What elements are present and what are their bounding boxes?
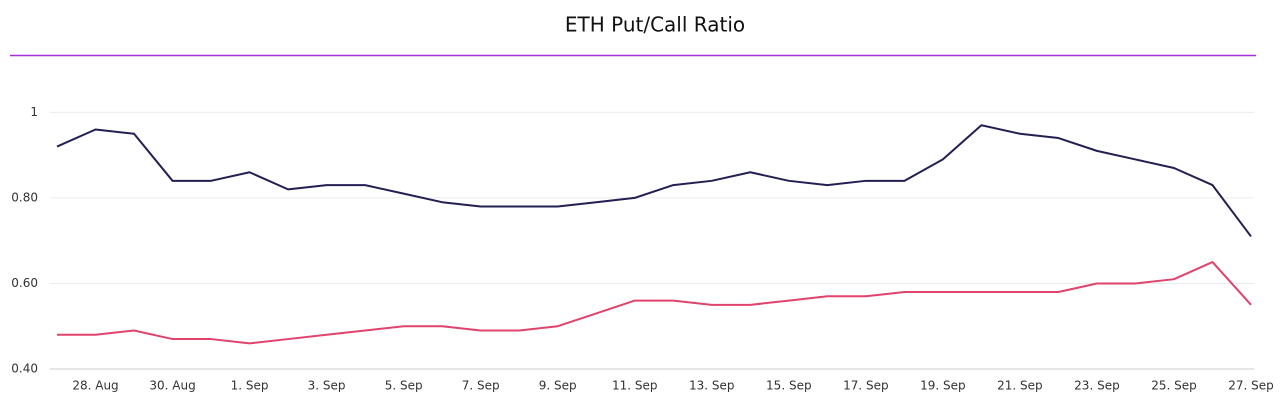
x-tick-label: 27. Sep [1228,379,1274,393]
chart-title: ETH Put/Call Ratio [565,13,745,37]
x-tick-label: 17. Sep [843,379,889,393]
x-tick-label: 19. Sep [920,379,966,393]
x-tick-label: 9. Sep [539,379,577,393]
x-tick-label: 3. Sep [308,379,346,393]
y-tick-label: 0.60 [11,276,38,290]
x-tick-label: 11. Sep [612,379,658,393]
x-tick-label: 28. Aug [72,379,118,393]
series-line [56,124,1252,238]
x-tick-label: 25. Sep [1151,379,1197,393]
x-tick-label: 7. Sep [462,379,500,393]
x-tick-label: 13. Sep [689,379,735,393]
y-tick-label: 0.80 [11,190,38,204]
x-tick-label: 1. Sep [231,379,269,393]
x-tick-label: 15. Sep [766,379,812,393]
x-tick-label: 30. Aug [149,379,195,393]
y-tick-label: 1 [30,105,38,119]
series-line [57,261,1252,345]
x-tick-label: 23. Sep [1074,379,1120,393]
x-tick-label: 21. Sep [997,379,1043,393]
x-tick-label: 5. Sep [385,379,423,393]
y-tick-label: 0.40 [11,362,38,376]
